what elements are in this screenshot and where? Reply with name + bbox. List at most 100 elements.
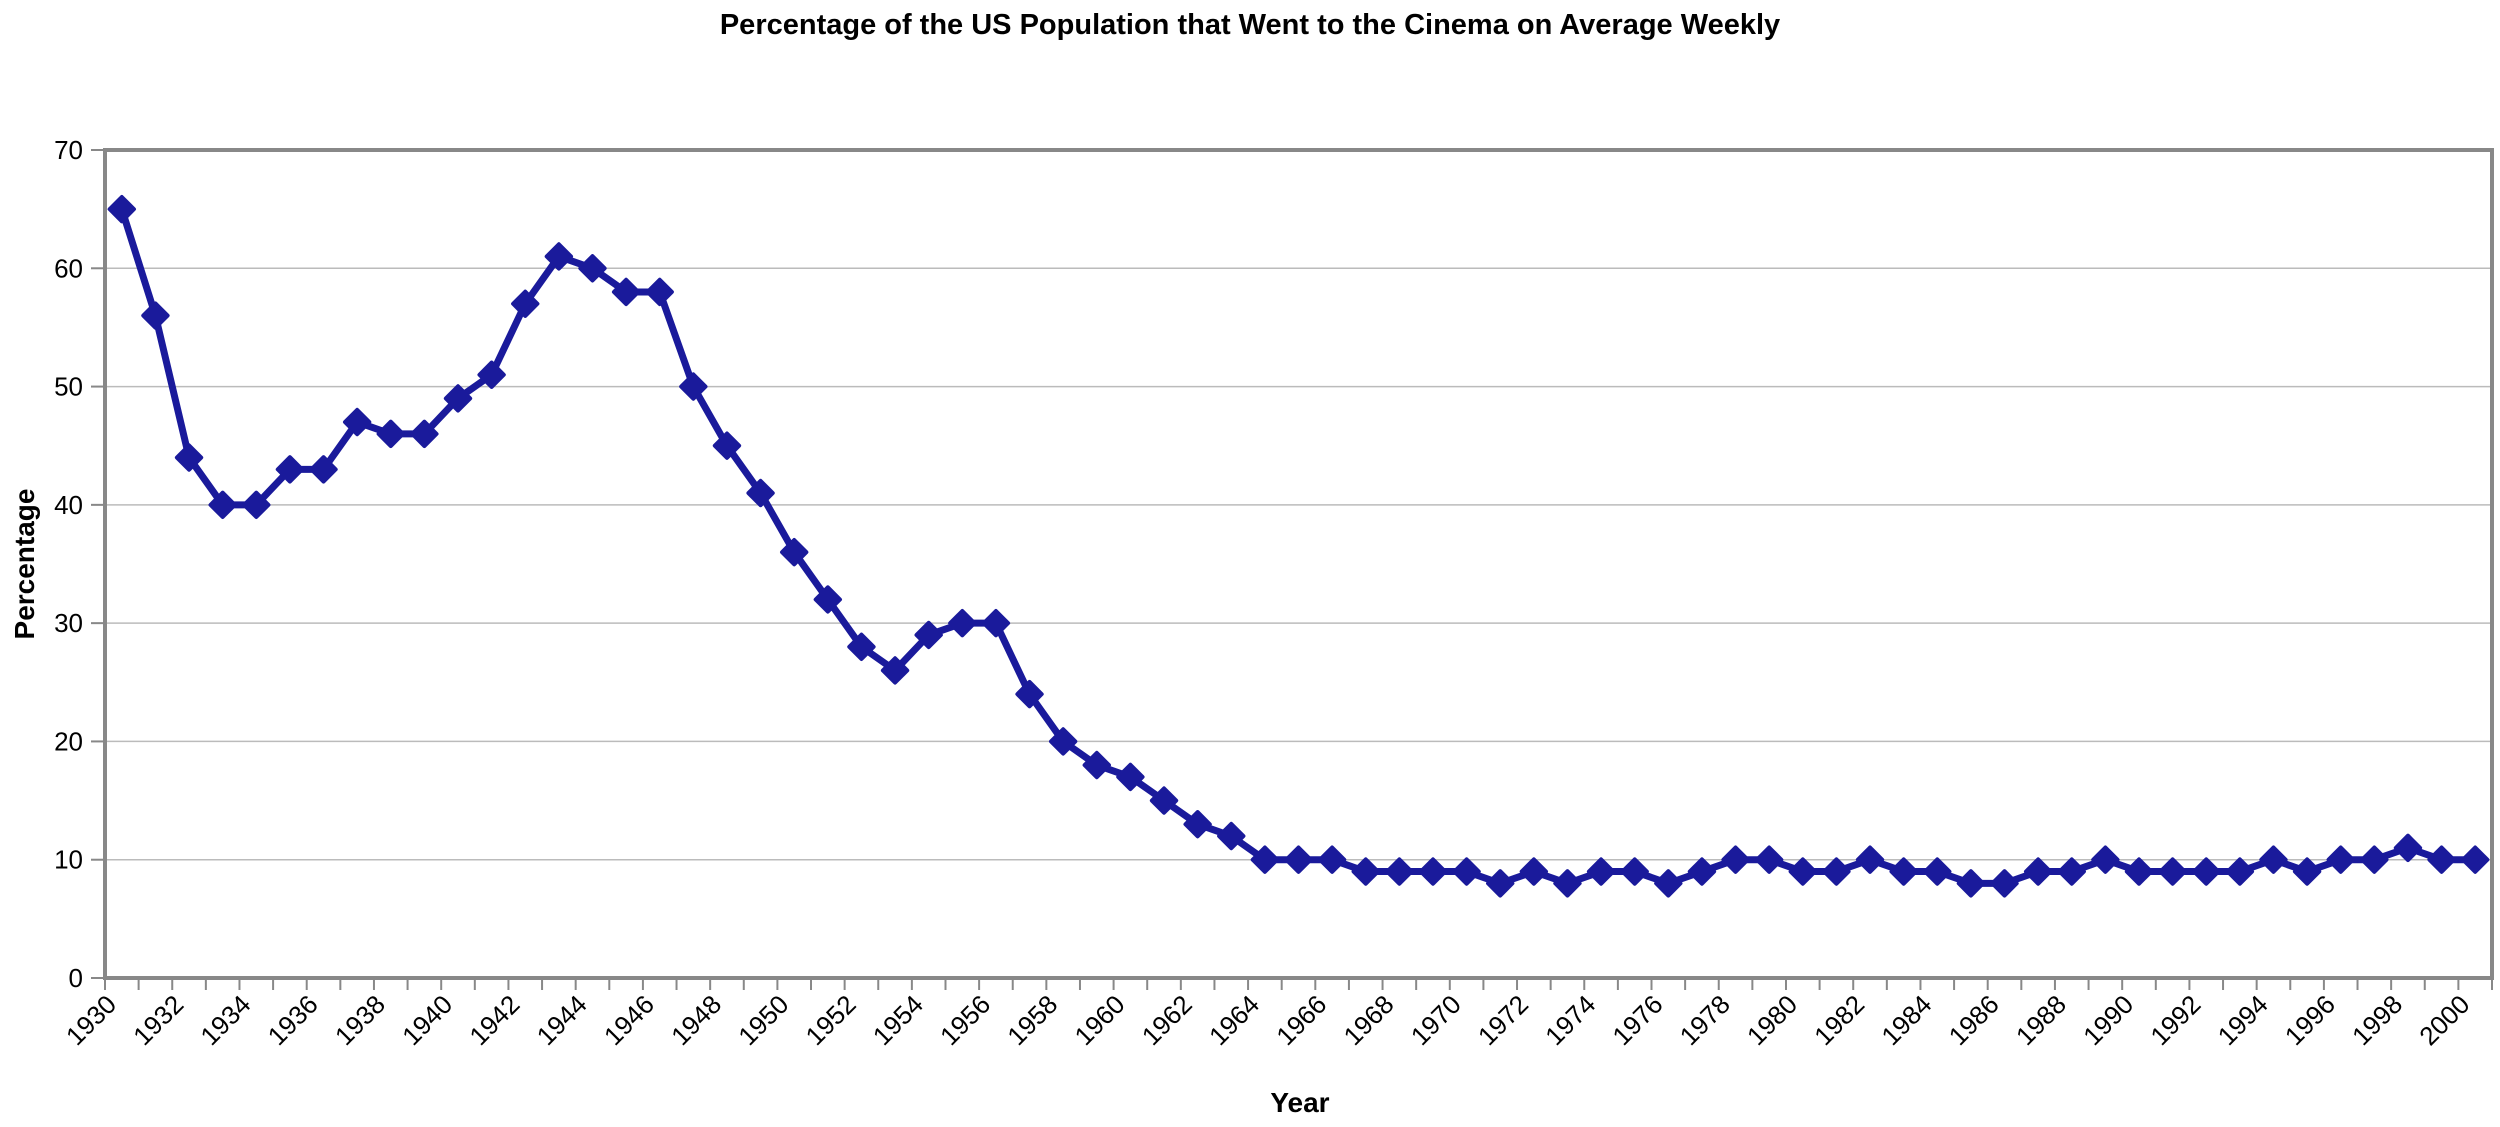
x-tick-label: 1978: [1674, 989, 1736, 1051]
data-point-marker: [2124, 857, 2154, 886]
x-tick-label: 1996: [2279, 989, 2341, 1051]
x-tick-label: 1932: [127, 989, 189, 1051]
data-point-marker: [1586, 857, 1616, 886]
data-point-marker: [2393, 833, 2423, 863]
data-point-marker: [981, 608, 1011, 638]
data-point-marker: [1385, 857, 1414, 886]
y-tick-label: 70: [54, 135, 83, 165]
data-point-marker: [679, 372, 708, 401]
chart-title: Percentage of the US Population that Wen…: [720, 9, 1780, 41]
y-axis-title: Percentage: [9, 489, 40, 640]
data-point-marker: [1687, 857, 1717, 886]
data-point-marker: [275, 455, 305, 484]
x-tick-label: 1936: [262, 989, 324, 1051]
x-tick-label: 1990: [2077, 989, 2139, 1051]
x-tick-label: 1938: [329, 989, 391, 1051]
y-tick-label: 20: [54, 726, 83, 756]
data-point-marker: [813, 585, 842, 614]
x-tick-label: 1944: [531, 989, 593, 1051]
y-tick-label: 40: [54, 490, 83, 520]
data-point-marker: [2326, 845, 2355, 874]
data-point-marker: [1822, 857, 1851, 886]
data-point-marker: [847, 632, 876, 661]
x-tick-label: 1942: [463, 989, 525, 1051]
data-point-marker: [1755, 845, 1784, 874]
data-point-marker: [242, 490, 271, 520]
data-point-marker: [2225, 857, 2255, 886]
data-point-marker: [611, 277, 641, 307]
data-point-marker: [2427, 845, 2456, 874]
x-tick-label: 1966: [1270, 989, 1332, 1051]
x-tick-label: 1982: [1808, 989, 1870, 1051]
x-tick-label: 1950: [732, 989, 794, 1051]
series-line: [118, 205, 2479, 887]
x-tick-label: 1974: [1539, 989, 1601, 1051]
x-tick-label: 1984: [1875, 989, 1937, 1051]
data-point-marker: [1990, 869, 2019, 898]
data-point-marker: [1015, 679, 1044, 709]
data-point-marker: [1452, 857, 1481, 886]
data-point-marker: [2192, 857, 2221, 886]
data-point-marker: [1116, 762, 1145, 792]
x-tick-label: 1976: [1606, 989, 1668, 1051]
data-point-marker: [645, 277, 674, 307]
data-point-marker: [174, 443, 204, 472]
data-point-marker: [1923, 857, 1952, 886]
data-point-marker: [1048, 727, 1078, 756]
x-tick-label: 1964: [1203, 989, 1265, 1051]
data-point-marker: [1486, 869, 1515, 898]
data-point-marker: [914, 620, 943, 650]
data-point-marker: [780, 538, 809, 567]
data-point-marker: [746, 478, 775, 508]
data-point-marker: [2057, 857, 2086, 886]
x-tick-label: 1960: [1069, 989, 1131, 1051]
data-point-marker: [342, 407, 372, 437]
data-point-marker: [511, 289, 540, 318]
data-point-marker: [2091, 845, 2120, 874]
data-point-marker: [1654, 869, 1683, 898]
data-point-marker: [2023, 857, 2053, 886]
x-tick-label: 1940: [396, 989, 458, 1051]
data-point-marker: [578, 254, 607, 283]
x-tick-label: 1962: [1136, 989, 1198, 1051]
data-point-marker: [2158, 857, 2187, 886]
data-point-marker: [1721, 845, 1750, 874]
data-point-marker: [1519, 857, 1549, 886]
data-point-marker: [1082, 750, 1111, 780]
data-point-marker: [1284, 845, 1313, 874]
x-tick-label: 1986: [1943, 989, 2005, 1051]
x-tick-label: 1972: [1472, 989, 1534, 1051]
x-tick-label: 1994: [2212, 989, 2274, 1051]
data-point-marker: [410, 419, 439, 449]
x-tick-label: 1998: [2346, 989, 2408, 1051]
data-point-marker: [1217, 821, 1246, 851]
data-point-marker: [477, 360, 506, 389]
data-point-marker: [1317, 845, 1347, 874]
x-tick-label: 1968: [1337, 989, 1399, 1051]
data-point-marker: [948, 608, 977, 638]
data-point-marker: [1889, 857, 1918, 886]
x-tick-label: 1956: [934, 989, 996, 1051]
x-tick-label: 1930: [60, 989, 122, 1051]
data-point-marker: [880, 656, 910, 685]
x-tick-label: 2000: [2413, 989, 2475, 1051]
x-tick-label: 1946: [598, 989, 660, 1051]
x-tick-label: 1954: [867, 989, 929, 1051]
x-axis-title: Year: [1270, 1087, 1329, 1118]
x-tick-label: 1934: [194, 989, 256, 1051]
x-tick-label: 1988: [2010, 989, 2072, 1051]
data-point-marker: [2360, 845, 2389, 874]
x-tick-label: 1970: [1405, 989, 1467, 1051]
data-point-marker: [141, 301, 170, 330]
x-tick-label: 1948: [665, 989, 727, 1051]
data-point-marker: [208, 490, 237, 520]
data-point-marker: [1351, 857, 1380, 886]
data-point-marker: [309, 455, 338, 484]
y-tick-label: 60: [54, 253, 83, 283]
y-tick-label: 30: [54, 608, 83, 638]
data-point-marker: [712, 431, 742, 460]
plot-border: [103, 148, 2494, 980]
